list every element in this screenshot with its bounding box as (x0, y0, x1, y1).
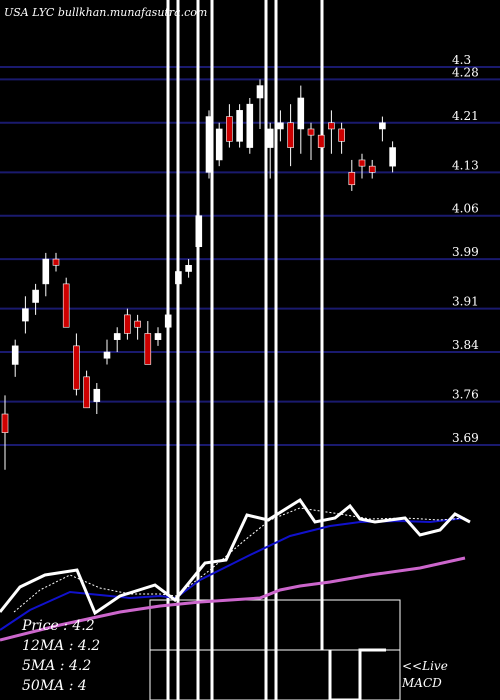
y-tick-label: 4.06 (452, 202, 479, 216)
y-tick-label: 4.3 (452, 53, 471, 67)
candle-body (22, 308, 29, 322)
candle-body (287, 122, 294, 148)
moving-average-lines (0, 497, 471, 642)
candle-body (368, 165, 376, 173)
macd-panel (149, 599, 401, 700)
candle-body (215, 128, 223, 161)
y-tick-label: 3.84 (452, 338, 479, 352)
candle-body (297, 97, 305, 130)
candle-body (93, 388, 101, 402)
candle-body (62, 283, 70, 328)
y-axis-ticks: 4.34.28 4.21 4.13 4.06 3.99 3.91 3.84 3.76 3.69 (452, 53, 479, 445)
y-tick-label: 3.91 (452, 295, 479, 309)
candle-body (113, 333, 121, 340)
live-label: <<Live (402, 659, 448, 673)
candle-body (307, 128, 315, 136)
candle-body (42, 258, 50, 285)
candle-body (103, 351, 111, 359)
y-tick-label: 4.13 (452, 158, 479, 172)
candle-body (226, 116, 233, 142)
candle-body (32, 289, 39, 303)
candle-body (338, 128, 345, 142)
candle-body (379, 122, 386, 130)
macd-histogram (328, 648, 386, 700)
candle-body (266, 128, 274, 148)
y-tick-label: 4.21 (452, 109, 479, 123)
candle-body (358, 159, 366, 167)
candle-body (236, 110, 243, 142)
candle-body (124, 314, 131, 334)
candle-body (52, 258, 60, 266)
candle-body (348, 172, 356, 186)
candle-body (317, 134, 325, 148)
candle-body (134, 320, 141, 328)
candlesticks (1, 79, 396, 470)
candle-body (83, 376, 90, 409)
candle-body (73, 345, 80, 390)
legend-price: Price : 4.2 (21, 618, 95, 634)
candle-body (328, 122, 335, 130)
candle-body (154, 333, 162, 340)
candle-body (389, 147, 396, 167)
ma50-line (0, 556, 466, 642)
price-line (0, 497, 471, 616)
candle-body (11, 345, 19, 365)
legend-ma12: 12MA : 4.2 (22, 638, 100, 654)
legend-ma50: 50MA : 4 (22, 678, 87, 694)
candle-body (277, 122, 284, 130)
candle-body (1, 413, 9, 433)
macd-label: MACD (401, 676, 442, 690)
candle-body (205, 116, 213, 173)
candle-body (185, 264, 192, 272)
y-tick-label: 3.69 (452, 431, 479, 445)
watermark: USA LYC bullkhan.munafasutra.com (4, 6, 207, 19)
candle-body (164, 314, 172, 328)
y-tick-label: 4.28 (452, 65, 479, 79)
candle-body (195, 215, 203, 248)
y-tick-label: 3.76 (452, 388, 479, 402)
candle-body (256, 85, 264, 99)
candle-body (246, 103, 254, 148)
legend-ma5: 5MA : 4.2 (22, 658, 91, 674)
candle-body (175, 271, 182, 285)
y-tick-label: 3.99 (452, 245, 479, 259)
candle-body (144, 333, 152, 365)
